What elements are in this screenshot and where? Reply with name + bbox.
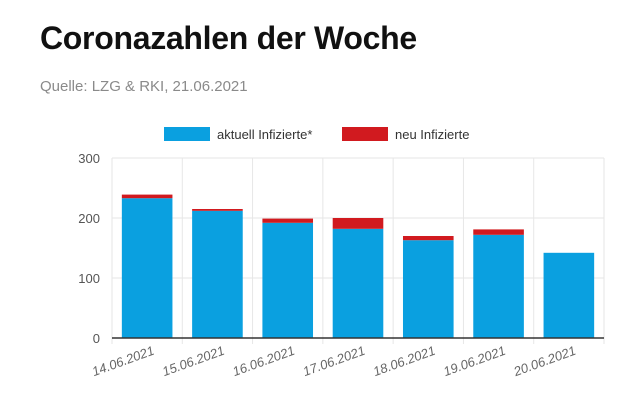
y-tick-label: 300 <box>78 151 100 166</box>
legend-swatch-neu <box>342 127 388 141</box>
bar-aktuell <box>473 234 524 338</box>
x-tick-label: 15.06.2021 <box>160 343 226 379</box>
x-tick-label: 17.06.2021 <box>301 343 367 379</box>
legend-label-aktuell: aktuell Infizierte* <box>217 127 312 142</box>
y-tick-label: 0 <box>93 331 100 346</box>
x-tick-label: 20.06.2021 <box>511 343 578 380</box>
bar-neu <box>121 194 173 199</box>
bar-aktuell <box>332 228 384 338</box>
y-tick-label: 100 <box>78 271 100 286</box>
bar-aktuell <box>543 252 595 338</box>
source-note: Quelle: LZG & RKI, 21.06.2021 <box>40 78 248 95</box>
x-tick-label: 16.06.2021 <box>230 343 296 379</box>
y-tick-label: 200 <box>78 211 100 226</box>
legend-label-neu: neu Infizierte <box>395 127 469 142</box>
bar-neu <box>402 236 454 241</box>
bar-aktuell <box>192 210 243 338</box>
bar-aktuell <box>262 222 314 338</box>
page-title: Coronazahlen der Woche <box>40 20 417 56</box>
legend-swatch-aktuell <box>164 127 210 141</box>
bar-neu <box>332 218 384 229</box>
x-tick-label: 18.06.2021 <box>371 343 437 379</box>
bar-neu <box>262 218 314 223</box>
bar-neu <box>473 229 524 235</box>
bar-neu <box>192 209 243 211</box>
bar-aktuell <box>121 198 173 338</box>
x-tick-label: 14.06.2021 <box>90 343 156 379</box>
bar-aktuell <box>402 240 454 338</box>
x-tick-label: 19.06.2021 <box>441 343 507 379</box>
